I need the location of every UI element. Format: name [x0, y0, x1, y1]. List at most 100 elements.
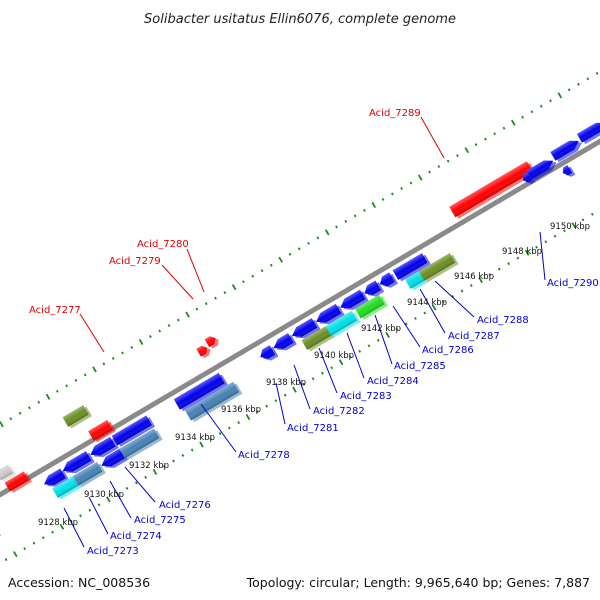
gene-label-acid-7287[interactable]: Acid_7287 — [448, 331, 500, 342]
gene-blue-feature[interactable] — [313, 303, 345, 329]
gene-highlight — [301, 326, 332, 350]
gene-acid-7279[interactable] — [196, 343, 212, 359]
scale-dot — [269, 263, 273, 267]
gene-blue-feature[interactable] — [526, 155, 559, 181]
scale-dot — [97, 503, 101, 507]
scale-dot — [376, 338, 380, 342]
gene-label-acid-7286[interactable]: Acid_7286 — [422, 345, 474, 356]
gene-acid-7276[interactable] — [119, 427, 163, 460]
gene-highlight — [72, 461, 103, 486]
scale-dot — [446, 159, 450, 163]
leader-acid-7289 — [420, 116, 445, 159]
scale-dot — [172, 459, 175, 463]
gene-label-acid-7276[interactable]: Acid_7276 — [159, 500, 211, 511]
tick-label-9132: 9132 kbp — [129, 461, 169, 471]
scale-dot — [567, 88, 571, 92]
gene-blue-feature[interactable] — [99, 448, 129, 473]
gene-label-acid-7289[interactable]: Acid_7289 — [369, 108, 421, 119]
gene-acid-7278[interactable] — [173, 372, 228, 412]
leader-acid-7276 — [124, 466, 156, 503]
scale-dot — [451, 295, 455, 299]
gene-acid-7288[interactable] — [418, 252, 459, 283]
gene-blue-feature[interactable] — [338, 289, 369, 315]
scale-dot — [338, 359, 344, 366]
gene-acid-7284[interactable] — [301, 325, 335, 352]
scale-dot — [138, 338, 144, 346]
gene-blue-feature[interactable] — [576, 118, 600, 145]
gene-highlight — [4, 471, 29, 492]
scale-dot — [223, 291, 227, 295]
gene-blue-feature[interactable] — [362, 280, 385, 301]
gene-acid-7280[interactable] — [204, 333, 221, 349]
gene-steel-feature[interactable] — [72, 461, 106, 488]
scale-dot — [255, 410, 259, 414]
gene-acid-7290[interactable] — [561, 164, 576, 179]
gene-blue-feature[interactable] — [88, 436, 119, 462]
gene-highlight — [325, 310, 358, 336]
gene-label-acid-7282[interactable]: Acid_7282 — [313, 406, 365, 417]
gene-label-acid-7280[interactable]: Acid_7280 — [137, 239, 189, 250]
leader-acid-7286 — [392, 305, 421, 348]
gene-label-acid-7283[interactable]: Acid_7283 — [340, 391, 392, 402]
gene-label-acid-7288[interactable]: Acid_7288 — [477, 315, 529, 326]
tick-label-9140: 9140 kbp — [314, 351, 354, 361]
scale-dot — [521, 115, 524, 119]
gene-acid-7286[interactable] — [354, 294, 388, 321]
scale-dot — [423, 311, 427, 315]
gene-blue-feature[interactable] — [550, 136, 584, 163]
gene-highlight — [273, 333, 294, 349]
gene-acid-7287[interactable] — [392, 252, 431, 282]
scale-dot — [32, 541, 36, 545]
gene-label-acid-7278[interactable]: Acid_7278 — [238, 450, 290, 461]
gene-red-feature[interactable] — [88, 419, 116, 443]
forward-gene-labels: Acid_7277 Acid_7279 Acid_7280 Acid_7289 — [29, 108, 421, 316]
gene-acid-7282[interactable] — [271, 332, 297, 355]
gene-steel-feature[interactable] — [184, 381, 243, 423]
gene-highlight — [449, 161, 533, 218]
gene-label-acid-7290[interactable]: Acid_7290 — [547, 278, 599, 289]
gene-grey-feature[interactable] — [0, 463, 17, 482]
gene-label-acid-7285[interactable]: Acid_7285 — [394, 361, 446, 372]
scale-dot — [185, 311, 190, 318]
tick-label-9150: 9150 kbp — [550, 222, 590, 232]
tick-label-9138: 9138 kbp — [266, 378, 306, 388]
gene-label-acid-7274[interactable]: Acid_7274 — [110, 531, 162, 542]
gene-cyan-feature[interactable] — [52, 475, 82, 500]
scale-dot — [111, 356, 115, 360]
gene-label-acid-7275[interactable]: Acid_7275 — [134, 515, 186, 526]
scale-tick-labels: 9128 kbp 9130 kbp 9132 kbp 9134 kbp 9136… — [38, 222, 590, 528]
gene-acid-7274[interactable] — [60, 450, 95, 478]
scale-dot — [292, 386, 297, 393]
gene-label-acid-7273[interactable]: Acid_7273 — [87, 546, 139, 557]
leader-acid-7274 — [88, 496, 109, 535]
gene-label-acid-7277[interactable]: Acid_7277 — [29, 305, 81, 316]
scale-dot — [274, 399, 278, 403]
gene-acid-7285[interactable] — [325, 310, 361, 338]
scale-dot — [41, 536, 45, 540]
scale-dot — [539, 104, 543, 108]
gene-steel-feature[interactable] — [0, 524, 2, 547]
gene-highlight — [184, 381, 240, 421]
gene-acid-7283[interactable] — [289, 317, 321, 343]
gene-label-acid-7281[interactable]: Acid_7281 — [287, 423, 339, 434]
gene-highlight — [88, 420, 113, 441]
gene-red-feature[interactable] — [4, 470, 32, 493]
scale-dot — [488, 273, 492, 277]
gene-highlight — [526, 160, 554, 180]
leader-acid-7279 — [161, 264, 194, 300]
leader-acid-7285 — [374, 314, 393, 365]
gene-label-acid-7284[interactable]: Acid_7284 — [367, 376, 419, 387]
gene-acid-7277[interactable] — [62, 404, 93, 429]
scale-dot — [581, 218, 585, 222]
gene-blue-feature[interactable] — [377, 271, 399, 291]
gene-acid-7289[interactable] — [449, 160, 537, 220]
leader-acid-7284 — [346, 332, 365, 379]
scale-dot — [23, 547, 27, 551]
scale-dot — [106, 496, 111, 503]
scale-dot — [65, 384, 69, 388]
gene-acid-7275[interactable] — [111, 415, 156, 448]
scale-dot — [125, 486, 129, 490]
gene-label-acid-7279[interactable]: Acid_7279 — [109, 256, 161, 267]
gene-acid-7281[interactable] — [258, 344, 279, 364]
gene-blue-feature[interactable] — [521, 171, 536, 186]
